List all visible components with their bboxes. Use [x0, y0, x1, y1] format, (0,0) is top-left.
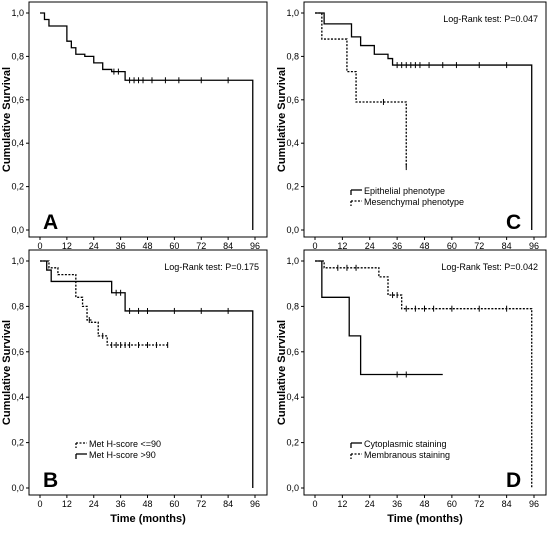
- y-tick-label: 0,0: [11, 483, 24, 493]
- y-tick-label: 0,0: [286, 225, 299, 235]
- legend-label: Cytoplasmic staining: [364, 439, 447, 449]
- x-tick-label: 72: [196, 499, 206, 509]
- y-axis-title: Cumulative Survival: [276, 320, 288, 425]
- y-tick-label: 0,6: [11, 95, 24, 105]
- y-axis-title: Cumulative Survival: [1, 67, 13, 172]
- x-tick-label: 96: [250, 499, 260, 509]
- log-rank-annotation: Log-Rank test: P=0.175: [164, 262, 259, 272]
- x-tick-label: 24: [365, 241, 375, 251]
- x-tick-label: 48: [419, 499, 429, 509]
- plot-frame: [303, 249, 547, 496]
- survival-curve-solid: [40, 260, 254, 488]
- y-tick-label: 0,2: [11, 438, 24, 448]
- x-tick-label: 48: [419, 241, 429, 251]
- x-tick-label: 12: [337, 499, 347, 509]
- x-tick-label: 60: [169, 499, 179, 509]
- legend-label: Met H-score <=90: [89, 439, 161, 449]
- x-tick-label: 24: [89, 241, 99, 251]
- x-tick-label: 24: [365, 499, 375, 509]
- log-rank-annotation: Log-Rank Test: P=0.042: [441, 262, 538, 272]
- km-panel-a: 0,00,20,40,60,81,001224364860728496Time …: [1, 1, 268, 267]
- x-tick-label: 24: [89, 499, 99, 509]
- y-tick-label: 0,2: [286, 438, 299, 448]
- legend-label: Membranous staining: [364, 450, 450, 460]
- y-tick-label: 1,0: [286, 8, 299, 18]
- x-tick-label: 0: [37, 499, 42, 509]
- y-tick-label: 0,2: [11, 182, 24, 192]
- y-tick-label: 0,8: [11, 51, 24, 61]
- y-axis-title: Cumulative Survival: [276, 67, 288, 172]
- km-panel-b: 0,0 0,2 0,4 0,6 0,8 1,0 0 12 24 36 48 60 72 84 96 Time …: [1, 249, 268, 525]
- x-tick-label: 60: [447, 499, 457, 509]
- x-axis-title: Time (months): [110, 513, 186, 525]
- y-tick-label: 1,0: [286, 256, 299, 266]
- x-tick-label: 84: [502, 241, 512, 251]
- y-tick-label: 0,6: [286, 95, 299, 105]
- x-tick-label: 12: [62, 499, 72, 509]
- x-tick-label: 12: [62, 241, 72, 251]
- y-tick-label: 0,8: [11, 301, 24, 311]
- x-tick-label: 0: [312, 499, 317, 509]
- y-axis-title: Cumulative Survival: [1, 320, 13, 425]
- survival-curve-solid: [40, 12, 254, 230]
- x-tick-label: 60: [169, 241, 179, 251]
- x-tick-label: 96: [529, 241, 539, 251]
- y-tick-label: 0,4: [11, 392, 24, 402]
- plot-frame: [28, 249, 268, 496]
- x-tick-label: 48: [142, 241, 152, 251]
- x-tick-label: 72: [474, 241, 484, 251]
- x-tick-label: 36: [116, 241, 126, 251]
- x-tick-label: 72: [196, 241, 206, 251]
- plot-frame: [28, 1, 268, 238]
- legend-label: Met H-score >90: [89, 450, 156, 460]
- x-tick-label: 84: [223, 499, 233, 509]
- x-tick-label: 84: [223, 241, 233, 251]
- y-tick-label: 0,4: [11, 138, 24, 148]
- y-tick-label: 0,8: [286, 301, 299, 311]
- survival-curve-dotted: [315, 12, 407, 168]
- panel-letter: D: [506, 469, 521, 492]
- y-tick-label: 0,6: [11, 347, 24, 357]
- panel-letter: A: [43, 211, 58, 234]
- log-rank-annotation: Log-Rank test: P=0.047: [443, 14, 538, 24]
- survival-curve-dotted: [315, 260, 533, 488]
- y-tick-label: 0,6: [286, 347, 299, 357]
- legend-label: Epithelial phenotype: [364, 186, 445, 196]
- y-tick-label: 0,0: [286, 483, 299, 493]
- km-panel-c: 0,00,20,40,60,81,001224364860728496Time …: [276, 1, 547, 267]
- y-tick-label: 0,8: [286, 51, 299, 61]
- panel-letter: C: [506, 211, 521, 234]
- legend-label: Mesenchymal phenotype: [364, 197, 464, 207]
- y-tick-label: 0,4: [286, 392, 299, 402]
- y-tick-label: 1,0: [11, 256, 24, 266]
- survival-curve-solid: [315, 260, 443, 376]
- y-tick-label: 1,0: [11, 8, 24, 18]
- y-tick-label: 0,0: [11, 225, 24, 235]
- survival-curve-dotted: [40, 260, 168, 346]
- y-tick-label: 0,2: [286, 182, 299, 192]
- x-tick-label: 48: [142, 499, 152, 509]
- survival-curve-solid: [315, 12, 533, 230]
- x-tick-label: 36: [392, 499, 402, 509]
- x-tick-label: 36: [116, 499, 126, 509]
- km-panel-d: 0,0 0,2 0,4 0,6 0,8 1,0 0 12 24 36 48 60 72 84 96 Time …: [276, 249, 547, 525]
- x-tick-label: 84: [502, 499, 512, 509]
- panel-letter: B: [43, 469, 58, 492]
- x-tick-label: 0: [312, 241, 317, 251]
- y-tick-label: 0,4: [286, 138, 299, 148]
- x-tick-label: 60: [447, 241, 457, 251]
- x-tick-label: 12: [337, 241, 347, 251]
- x-tick-label: 0: [37, 241, 42, 251]
- x-tick-label: 72: [474, 499, 484, 509]
- x-tick-label: 96: [250, 241, 260, 251]
- plot-frame: [303, 1, 547, 238]
- x-tick-label: 36: [392, 241, 402, 251]
- x-tick-label: 96: [529, 499, 539, 509]
- x-axis-title: Time (months): [387, 513, 463, 525]
